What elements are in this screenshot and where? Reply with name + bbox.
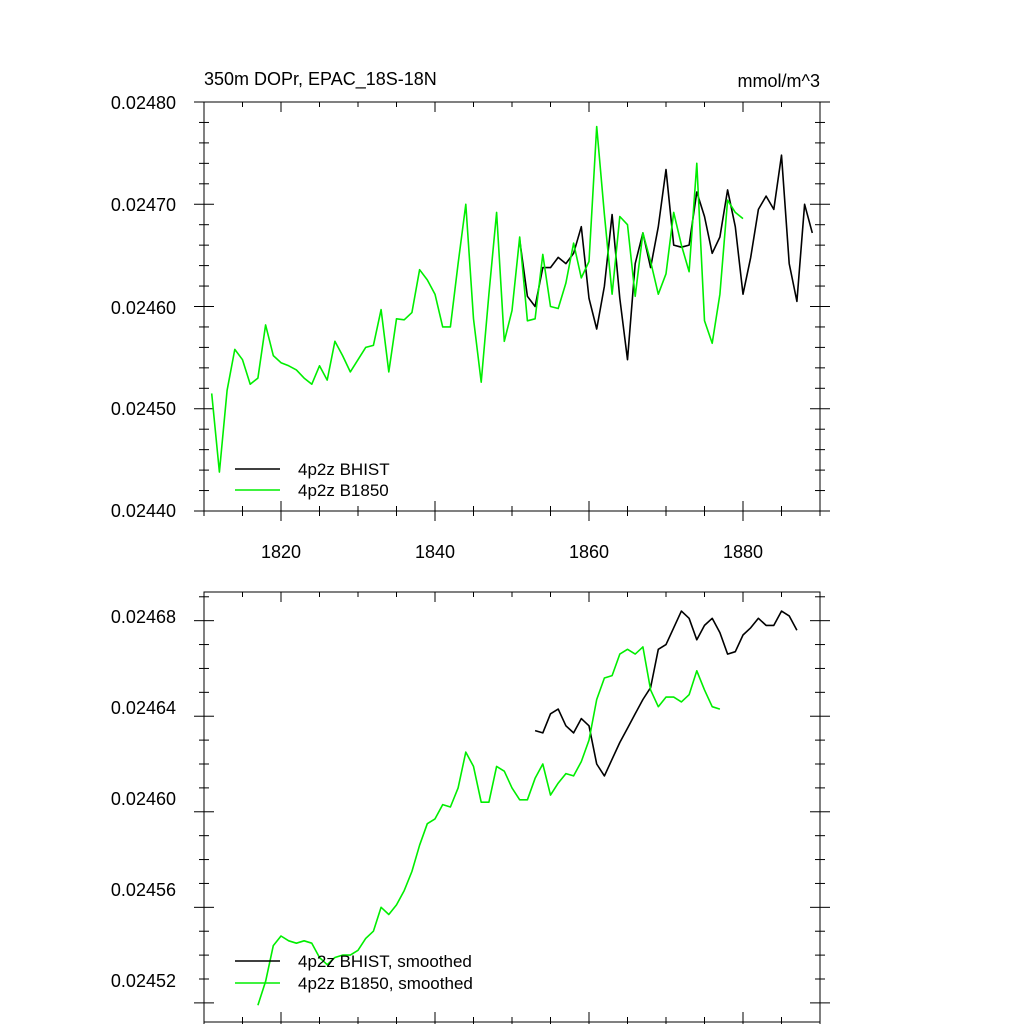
bottom-ytick-label: 0.02468 <box>111 607 176 627</box>
top-ytick-label: 0.02440 <box>111 501 176 521</box>
bottom-y-tick-labels: 0.02452 0.02456 0.02460 0.02464 0.02468 <box>111 607 176 991</box>
bottom-ytick-label: 0.02464 <box>111 698 176 718</box>
bottom-ytick-label: 0.02452 <box>111 971 176 991</box>
top-ytick-label: 0.02470 <box>111 195 176 215</box>
top-title-left: 350m DOPr, EPAC_18S-18N <box>204 69 437 90</box>
top-legend-label-b1850: 4p2z B1850 <box>298 481 389 500</box>
top-ytick-label: 0.02480 <box>111 93 176 113</box>
top-ytick-label: 0.02460 <box>111 298 176 318</box>
bottom-axis-ticks <box>194 592 830 1024</box>
top-title-right: mmol/m^3 <box>738 71 820 91</box>
top-x-tick-labels: 1820 1840 1860 1880 <box>261 542 763 562</box>
series-line-bhist <box>534 610 798 777</box>
bottom-ytick-label: 0.02460 <box>111 789 176 809</box>
top-ytick-label: 0.02450 <box>111 399 176 419</box>
bottom-legend-label-bhist: 4p2z BHIST, smoothed <box>298 952 472 971</box>
top-xtick-label: 1820 <box>261 542 301 562</box>
series-line-bhist <box>518 154 814 361</box>
top-xtick-label: 1880 <box>723 542 763 562</box>
bottom-panel: 0.02452 0.02456 0.02460 0.02464 0.02468 … <box>111 591 830 1024</box>
bottom-series-layer <box>257 610 798 1006</box>
top-legend-label-bhist: 4p2z BHIST <box>298 460 390 479</box>
series-line-b1850 <box>257 646 721 1006</box>
bottom-legend: 4p2z BHIST, smoothed 4p2z B1850, smoothe… <box>235 952 473 993</box>
top-y-tick-labels: 0.02440 0.02450 0.02460 0.02470 0.02480 <box>111 93 176 521</box>
bottom-legend-label-b1850: 4p2z B1850, smoothed <box>298 974 473 993</box>
top-xtick-label: 1860 <box>569 542 609 562</box>
top-panel: 350m DOPr, EPAC_18S-18N mmol/m^3 0.02440… <box>111 69 830 562</box>
top-plot-frame <box>203 101 821 512</box>
top-series-layer <box>210 125 814 473</box>
top-xtick-label: 1840 <box>415 542 455 562</box>
bottom-plot-frame <box>203 591 821 1023</box>
top-legend: 4p2z BHIST 4p2z B1850 <box>235 460 390 500</box>
bottom-ytick-label: 0.02456 <box>111 880 176 900</box>
series-line-b1850 <box>210 125 744 473</box>
